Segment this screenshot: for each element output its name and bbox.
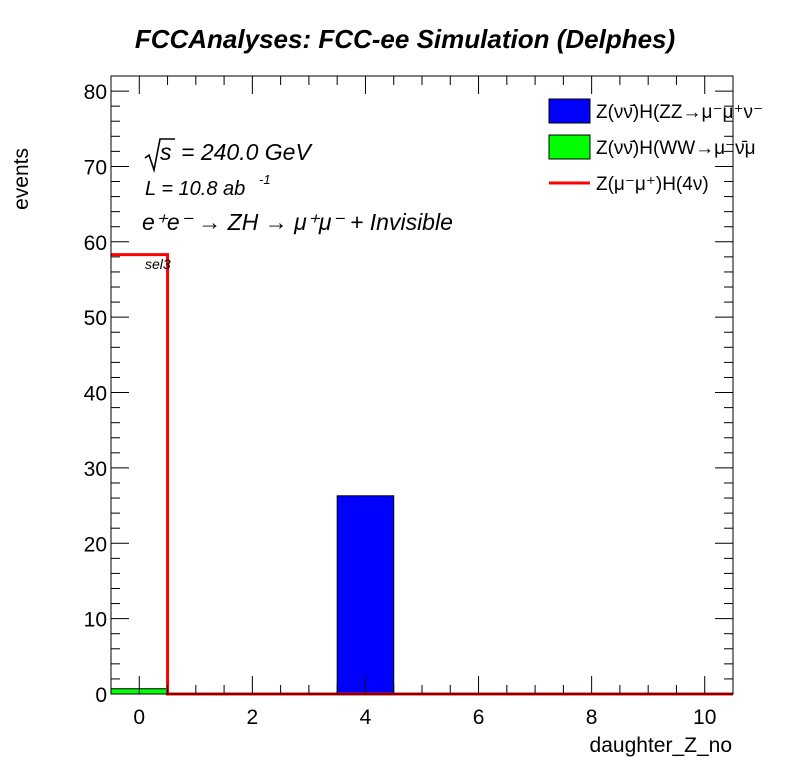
x-tick-label: 10 (693, 706, 716, 729)
y-tick-label: 0 (95, 684, 107, 707)
legend-entry-2: Z(μ⁻μ⁺)H(4ν) (596, 174, 709, 195)
luminosity-text: L = 10.8 ab (145, 178, 245, 200)
annotations: s = 240.0 GeV L = 10.8 ab -1 e⁺e⁻ → ZH →… (142, 138, 453, 272)
y-tick-label: 10 (84, 609, 107, 632)
y-tick-label: 40 (84, 383, 107, 406)
sqrt-icon (144, 138, 175, 174)
x-axis-label: daughter_Z_no (590, 734, 732, 757)
y-tick-label: 70 (84, 156, 107, 179)
y-tick-label: 80 (84, 81, 107, 104)
sqrt-s-symbol: s (160, 139, 172, 165)
x-tick-label: 6 (473, 706, 485, 729)
luminosity-annotation: L = 10.8 ab -1 (145, 172, 271, 200)
selection-label: sel3 (145, 256, 171, 272)
sqrt-s-annotation: s = 240.0 GeV (144, 138, 313, 174)
legend: Z(νν̄)H(ZZ→μ⁻μ⁺ν⁻ Z(νν̄)H(WW→μ⁻ν̄μ Z(μ⁻μ⁺)… (548, 98, 763, 195)
x-tick-label: 4 (360, 706, 372, 729)
luminosity-exponent: -1 (259, 172, 271, 187)
x-tick-label: 8 (586, 706, 598, 729)
legend-entry-0: Z(νν̄)H(ZZ→μ⁻μ⁺ν⁻ (596, 102, 763, 123)
plot-frame-group (111, 76, 733, 694)
sqrt-s-value: = 240.0 GeV (181, 139, 313, 165)
process-annotation: e⁺e⁻ → ZH → μ⁺μ⁻ + Invisible (142, 209, 453, 235)
y-tick-label: 30 (84, 458, 107, 481)
chart-title: FCCAnalyses: FCC-ee Simulation (Delphes) (135, 24, 675, 54)
legend-swatch-1 (548, 134, 591, 160)
bar-series0-bin0 (336, 495, 395, 695)
y-axis-label: events (10, 148, 33, 210)
y-tick-label: 50 (84, 307, 107, 330)
x-tick-label: 0 (133, 706, 145, 729)
y-tick-label: 60 (84, 232, 107, 255)
axes-group: 0 2 4 6 8 10 0 10 20 30 40 50 60 70 80 (84, 75, 734, 729)
legend-entry-1: Z(νν̄)H(WW→μ⁻ν̄μ (596, 138, 756, 159)
x-tick-label: 2 (247, 706, 259, 729)
plot-area (111, 76, 733, 694)
legend-swatch-0 (548, 98, 591, 124)
y-tick-label: 20 (84, 533, 107, 556)
